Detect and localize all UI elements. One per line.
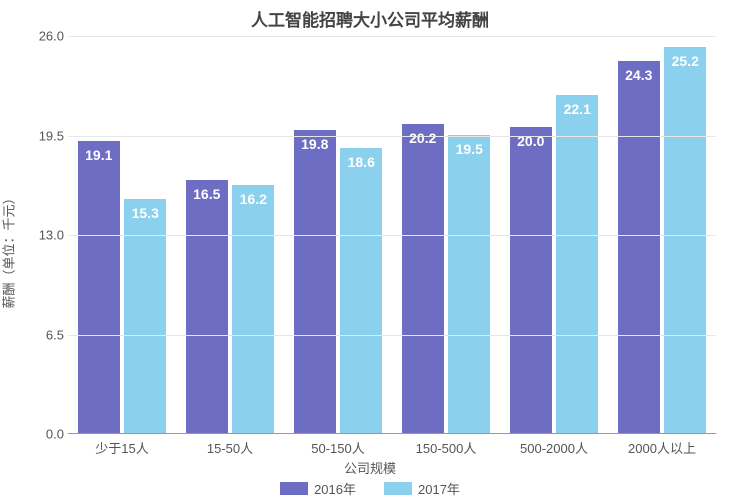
y-tick-label: 13.0 <box>4 228 64 243</box>
gridline <box>68 36 716 37</box>
x-tick-label: 500-2000人 <box>520 438 588 457</box>
bar-value-label: 24.3 <box>625 67 652 83</box>
x-tick-label: 50-150人 <box>311 438 364 457</box>
bar: 24.3 <box>618 61 660 433</box>
bar-value-label: 16.2 <box>240 191 267 207</box>
bar: 18.6 <box>340 148 382 433</box>
bar: 22.1 <box>556 95 598 433</box>
bar-value-label: 20.2 <box>409 130 436 146</box>
y-tick-label: 6.5 <box>4 327 64 342</box>
bar-value-label: 16.5 <box>193 186 220 202</box>
bar: 25.2 <box>664 47 706 433</box>
legend-item: 2017年 <box>384 479 460 498</box>
bar: 19.8 <box>294 130 336 433</box>
x-axis-label: 公司规模 <box>0 458 740 477</box>
gridline <box>68 335 716 336</box>
bar-value-label: 19.8 <box>301 136 328 152</box>
bar: 16.5 <box>186 180 228 433</box>
bar: 15.3 <box>124 199 166 433</box>
bar-value-label: 19.5 <box>456 141 483 157</box>
bar-value-label: 18.6 <box>348 154 375 170</box>
x-tick-label: 15-50人 <box>207 438 253 457</box>
bar: 16.2 <box>232 185 274 433</box>
x-tick-label: 150-500人 <box>416 438 477 457</box>
legend-label: 2017年 <box>418 479 460 498</box>
legend: 2016年 2017年 <box>0 479 740 498</box>
legend-swatch <box>280 482 308 495</box>
gridline <box>68 235 716 236</box>
plot-area: 19.1 15.3 16.5 16.2 19.8 18.6 20.2 19.5 20.0 22.1… <box>68 36 716 434</box>
bar-value-label: 15.3 <box>132 205 159 221</box>
bar: 20.0 <box>510 127 552 433</box>
y-tick-label: 0.0 <box>4 427 64 442</box>
legend-label: 2016年 <box>314 479 356 498</box>
legend-swatch <box>384 482 412 495</box>
salary-bar-chart: 人工智能招聘大小公司平均薪酬 薪酬（单位：千元） 19.1 15.3 16.5 16.… <box>0 0 740 500</box>
y-tick-label: 19.5 <box>4 128 64 143</box>
bar: 19.5 <box>448 135 490 434</box>
y-axis-label: 薪酬（单位：千元） <box>0 191 18 308</box>
gridline <box>68 136 716 137</box>
bar: 19.1 <box>78 141 120 433</box>
bar-value-label: 22.1 <box>564 101 591 117</box>
chart-title: 人工智能招聘大小公司平均薪酬 <box>0 6 740 31</box>
x-tick-label: 少于15人 <box>95 438 148 457</box>
bar-value-label: 19.1 <box>85 147 112 163</box>
x-tick-label: 2000人以上 <box>628 438 696 457</box>
bar: 20.2 <box>402 124 444 433</box>
y-tick-label: 26.0 <box>4 29 64 44</box>
legend-item: 2016年 <box>280 479 356 498</box>
bar-value-label: 25.2 <box>672 53 699 69</box>
